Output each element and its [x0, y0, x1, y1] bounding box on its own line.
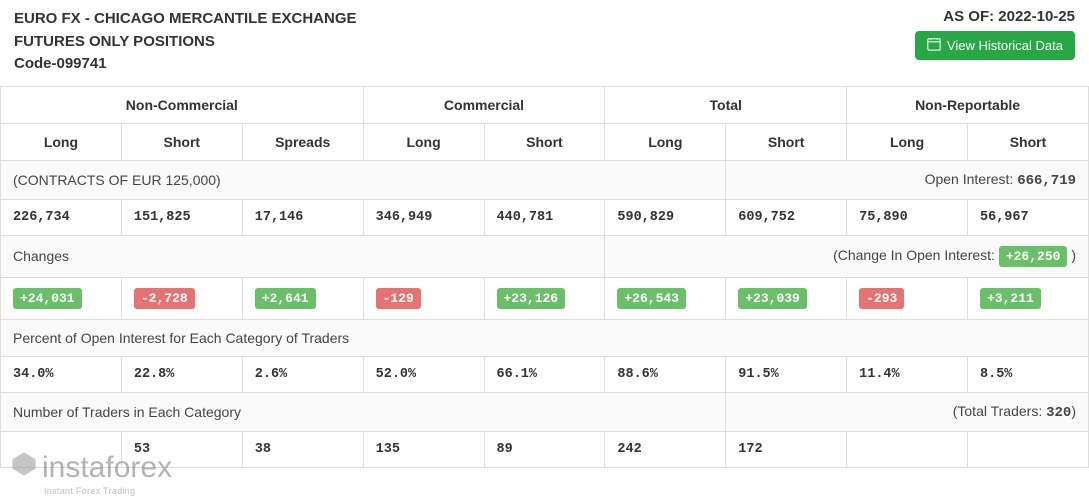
percent-val-0: 34.0% [1, 356, 122, 392]
change-badge: +23,126 [497, 288, 566, 309]
percent-val-6: 91.5% [726, 356, 847, 392]
watermark-icon [10, 450, 38, 486]
total-traders-suffix: ) [1071, 403, 1076, 419]
calendar-icon [927, 37, 941, 54]
title-line-2: FUTURES ONLY POSITIONS [14, 31, 357, 54]
open-interest-label: Open Interest: [925, 171, 1014, 187]
contracts-label: (CONTRACTS OF EUR 125,000) [1, 160, 726, 199]
changes-val-5: +26,543 [605, 277, 726, 319]
col-sub-0: Long [1, 123, 122, 160]
change-oi-label: (Change In Open Interest: [833, 247, 995, 263]
col-group-nonreportable: Non-Reportable [847, 86, 1089, 123]
percent-val-8: 8.5% [968, 356, 1089, 392]
changes-val-4: +23,126 [484, 277, 605, 319]
traders-val-2: 38 [242, 431, 363, 467]
positions-table: Non-Commercial Commercial Total Non-Repo… [0, 86, 1089, 468]
col-sub-3: Long [363, 123, 484, 160]
report-header: EURO FX - CHICAGO MERCANTILE EXCHANGE FU… [0, 0, 1089, 86]
traders-section-row: Number of Traders in Each Category (Tota… [1, 392, 1089, 431]
change-badge: -293 [859, 288, 904, 309]
col-sub-7: Long [847, 123, 968, 160]
col-sub-8: Short [968, 123, 1089, 160]
contracts-val-1: 151,825 [121, 199, 242, 235]
contracts-val-5: 590,829 [605, 199, 726, 235]
header-right-block: AS OF: 2022-10-25 View Historical Data [915, 8, 1075, 60]
col-sub-5: Long [605, 123, 726, 160]
changes-val-7: -293 [847, 277, 968, 319]
change-oi-value: +26,250 [999, 246, 1068, 267]
watermark-sub: Instant Forex Trading [44, 486, 172, 496]
group-header-row: Non-Commercial Commercial Total Non-Repo… [1, 86, 1089, 123]
col-group-commercial: Commercial [363, 86, 605, 123]
percent-val-7: 11.4% [847, 356, 968, 392]
change-badge: +24,031 [13, 288, 82, 309]
contracts-val-4: 440,781 [484, 199, 605, 235]
changes-val-6: +23,039 [726, 277, 847, 319]
col-group-total: Total [605, 86, 847, 123]
percent-data-row: 34.0% 22.8% 2.6% 52.0% 66.1% 88.6% 91.5%… [1, 356, 1089, 392]
change-badge: +26,543 [617, 288, 686, 309]
traders-val-3: 135 [363, 431, 484, 467]
col-sub-1: Short [121, 123, 242, 160]
total-traders-label: (Total Traders: [953, 403, 1042, 419]
traders-label: Number of Traders in Each Category [1, 392, 726, 431]
percent-val-4: 66.1% [484, 356, 605, 392]
change-badge: -2,728 [134, 288, 195, 309]
view-historical-button[interactable]: View Historical Data [915, 31, 1075, 60]
contracts-section-row: (CONTRACTS OF EUR 125,000) Open Interest… [1, 160, 1089, 199]
contracts-val-8: 56,967 [968, 199, 1089, 235]
change-badge: +3,211 [980, 288, 1041, 309]
changes-val-1: -2,728 [121, 277, 242, 319]
changes-label: Changes [1, 235, 605, 277]
traders-val-7 [847, 431, 968, 467]
total-traders-value: 320 [1046, 405, 1071, 421]
changes-val-8: +3,211 [968, 277, 1089, 319]
changes-data-row: +24,031 -2,728 +2,641 -129 +23,126 +26,5… [1, 277, 1089, 319]
col-sub-4: Short [484, 123, 605, 160]
view-historical-label: View Historical Data [947, 38, 1063, 53]
watermark-text: instaforex [42, 451, 172, 485]
traders-val-5: 242 [605, 431, 726, 467]
changes-section-row: Changes (Change In Open Interest: +26,25… [1, 235, 1089, 277]
change-badge: +2,641 [255, 288, 316, 309]
percent-section-row: Percent of Open Interest for Each Catego… [1, 319, 1089, 356]
percent-val-1: 22.8% [121, 356, 242, 392]
percent-label: Percent of Open Interest for Each Catego… [1, 319, 1089, 356]
header-title-block: EURO FX - CHICAGO MERCANTILE EXCHANGE FU… [14, 8, 357, 76]
contracts-val-0: 226,734 [1, 199, 122, 235]
total-traders-cell: (Total Traders: 320) [726, 392, 1089, 431]
percent-val-3: 52.0% [363, 356, 484, 392]
change-oi-cell: (Change In Open Interest: +26,250 ) [605, 235, 1089, 277]
traders-val-4: 89 [484, 431, 605, 467]
contracts-val-2: 17,146 [242, 199, 363, 235]
watermark: instaforex Instant Forex Trading [10, 450, 172, 496]
title-line-1: EURO FX - CHICAGO MERCANTILE EXCHANGE [14, 8, 357, 31]
col-group-noncommercial: Non-Commercial [1, 86, 364, 123]
percent-val-5: 88.6% [605, 356, 726, 392]
open-interest-value: 666,719 [1017, 173, 1076, 189]
as-of-date: AS OF: 2022-10-25 [915, 8, 1075, 25]
change-oi-suffix: ) [1071, 247, 1076, 263]
col-sub-2: Spreads [242, 123, 363, 160]
contracts-val-7: 75,890 [847, 199, 968, 235]
title-line-3: Code-099741 [14, 53, 357, 76]
col-sub-6: Short [726, 123, 847, 160]
traders-val-8 [968, 431, 1089, 467]
contracts-val-3: 346,949 [363, 199, 484, 235]
percent-val-2: 2.6% [242, 356, 363, 392]
sub-header-row: Long Short Spreads Long Short Long Short… [1, 123, 1089, 160]
contracts-val-6: 609,752 [726, 199, 847, 235]
changes-val-3: -129 [363, 277, 484, 319]
changes-val-2: +2,641 [242, 277, 363, 319]
changes-val-0: +24,031 [1, 277, 122, 319]
open-interest-cell: Open Interest: 666,719 [726, 160, 1089, 199]
traders-val-6: 172 [726, 431, 847, 467]
change-badge: +23,039 [738, 288, 807, 309]
contracts-data-row: 226,734 151,825 17,146 346,949 440,781 5… [1, 199, 1089, 235]
change-badge: -129 [376, 288, 421, 309]
watermark-main: instaforex [10, 450, 172, 486]
